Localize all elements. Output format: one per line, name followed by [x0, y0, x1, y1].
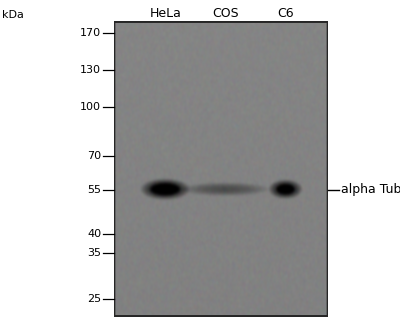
Text: C6: C6 [277, 7, 294, 20]
Text: 70: 70 [87, 151, 101, 161]
Text: 40: 40 [87, 229, 101, 239]
Text: 55: 55 [87, 185, 101, 195]
Text: HeLa: HeLa [150, 7, 181, 20]
Text: alpha Tubulin: alpha Tubulin [341, 183, 400, 196]
Text: 100: 100 [80, 102, 101, 112]
Text: 130: 130 [80, 65, 101, 75]
Text: 25: 25 [87, 294, 101, 304]
Text: 170: 170 [80, 28, 101, 38]
Text: 35: 35 [87, 248, 101, 258]
Text: kDa: kDa [2, 9, 24, 20]
Text: COS: COS [212, 7, 238, 20]
